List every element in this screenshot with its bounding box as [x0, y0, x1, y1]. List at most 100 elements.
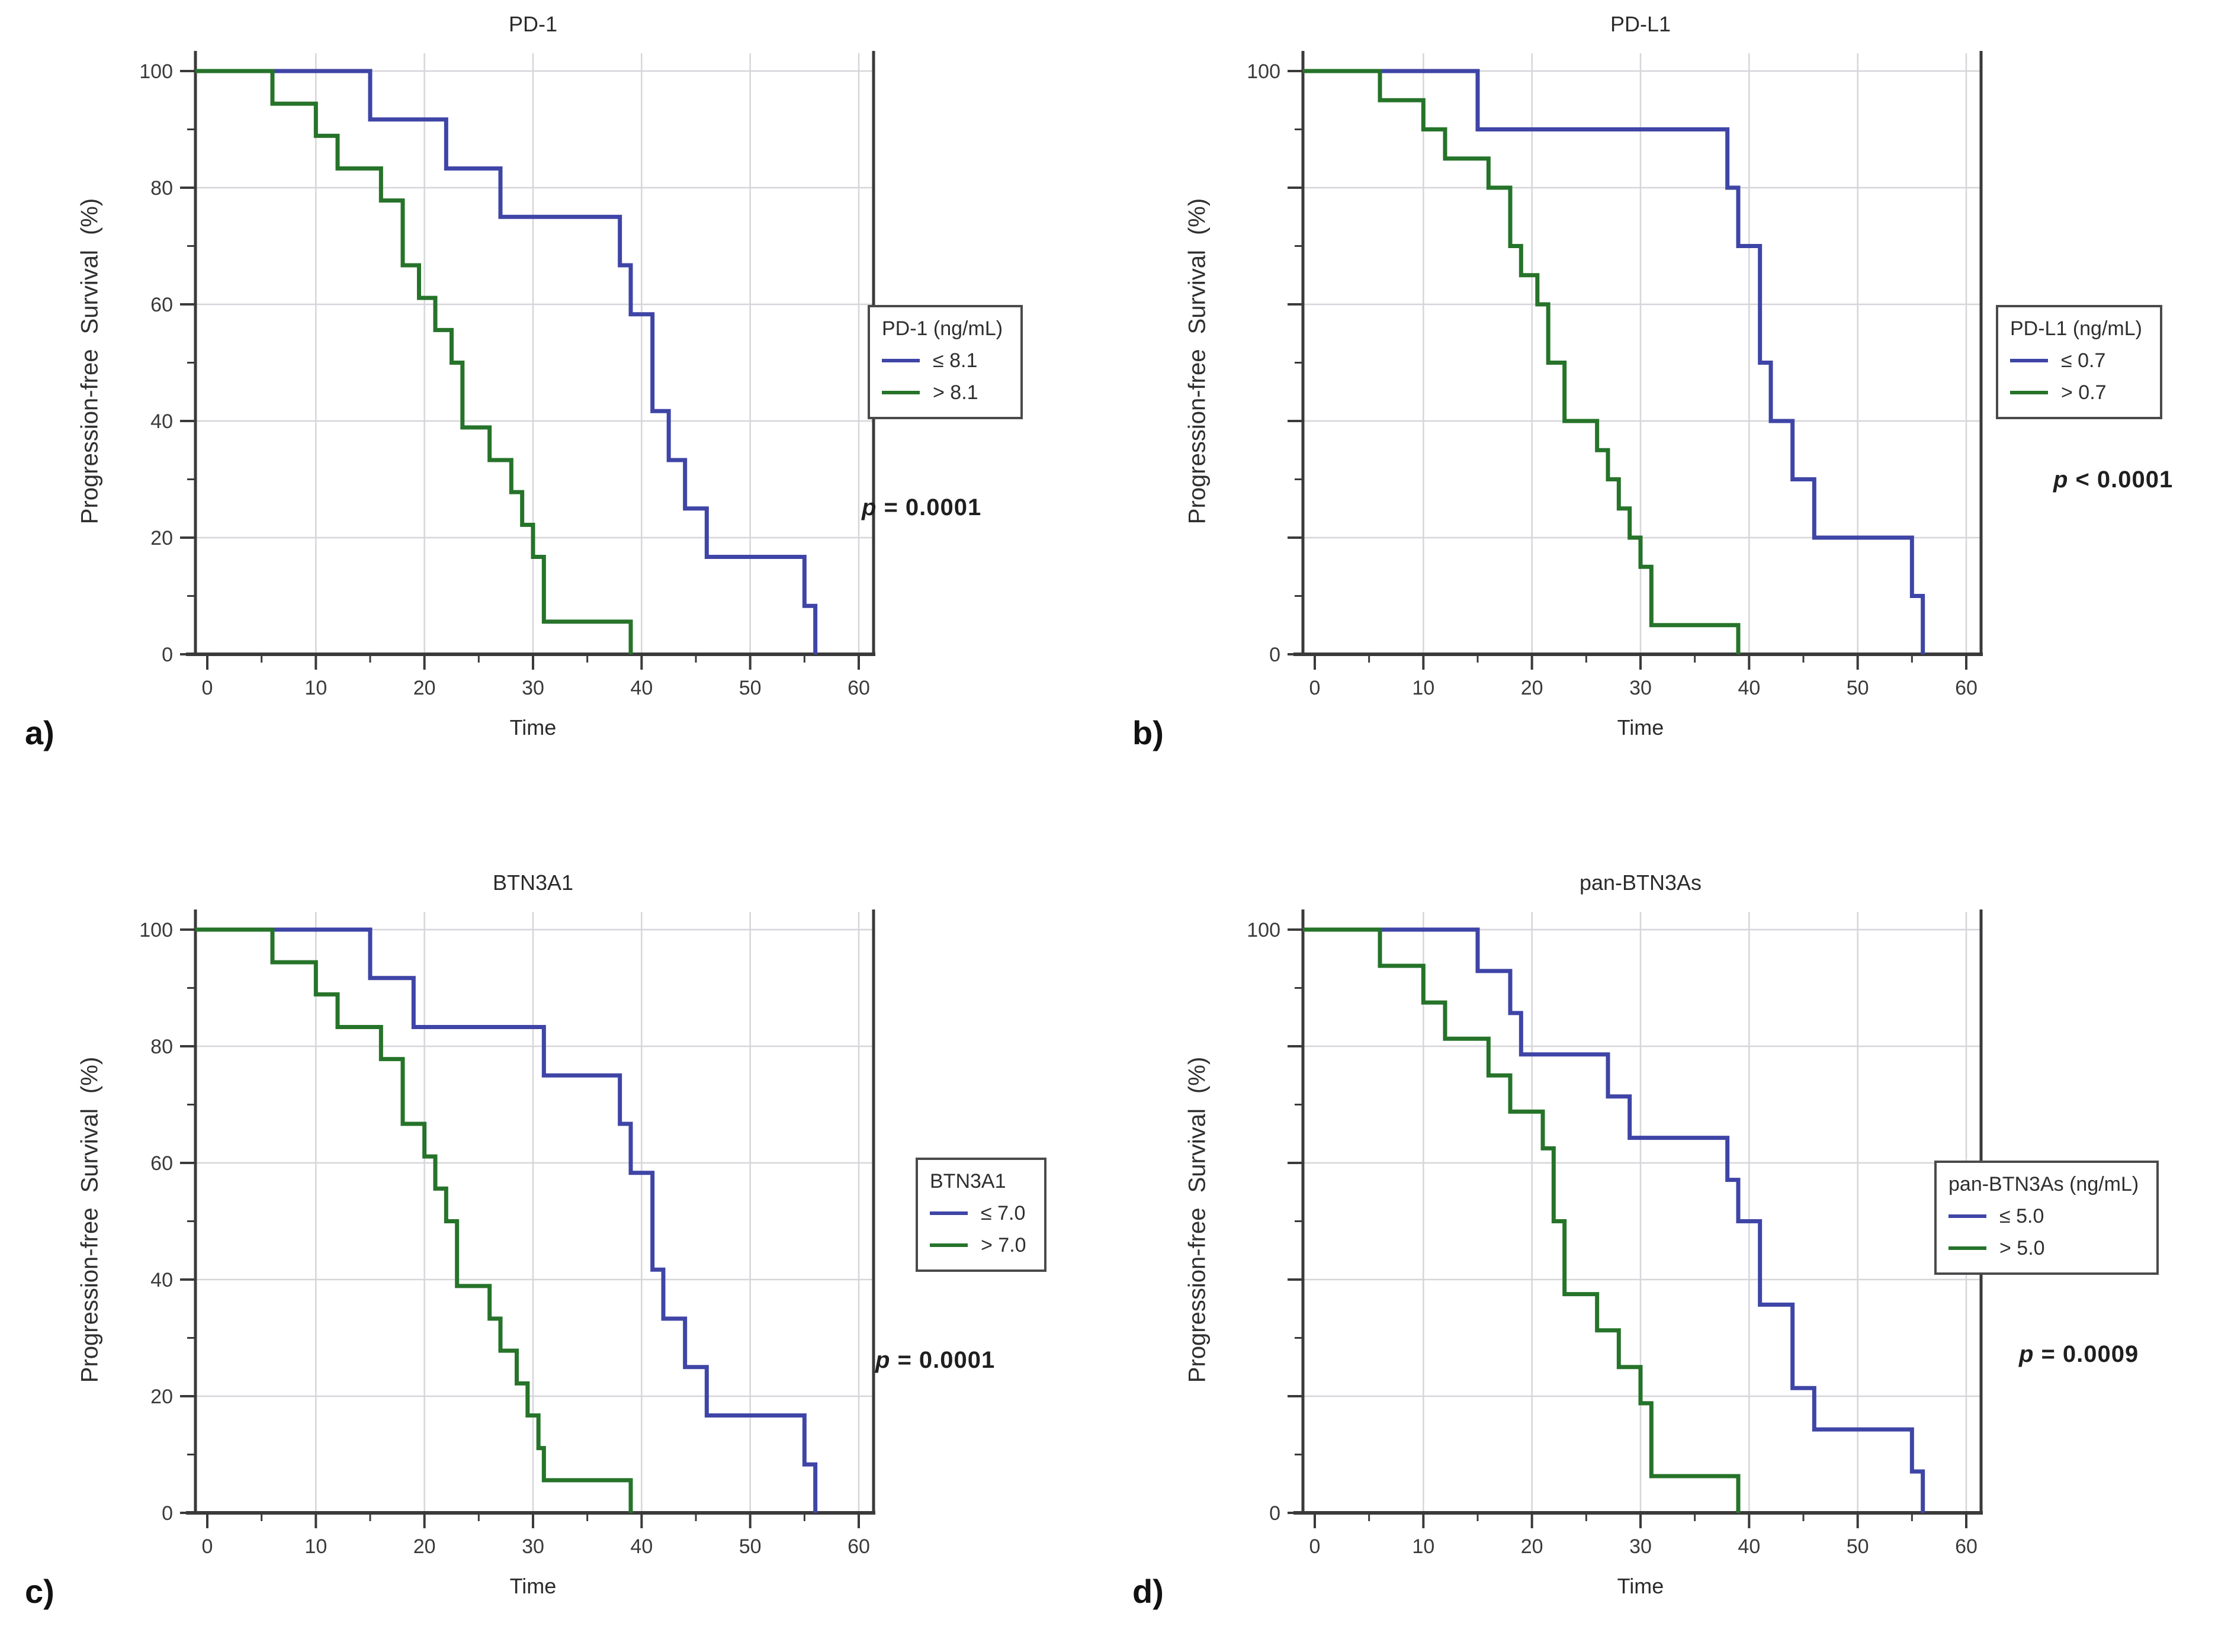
y-tick-label: 100 [1247, 60, 1280, 83]
legend-item: ≤ 8.1 [882, 348, 1003, 374]
x-tick-label: 40 [1738, 1535, 1760, 1558]
gridlines [195, 53, 874, 654]
legend-item-label: > 7.0 [981, 1234, 1026, 1257]
x-tick-label: 50 [739, 1535, 762, 1558]
green-line-swatch [1948, 1246, 1986, 1251]
x-tick-label: 60 [1955, 1535, 1978, 1558]
tick-labels: 100 80 60 40 20 0 0 10 20 30 40 50 60 [139, 60, 870, 699]
y-tick-label: 40 [150, 410, 173, 433]
x-tick-label: 40 [630, 1535, 653, 1558]
legend-title: PD-1 (ng/mL) [882, 317, 1003, 340]
legend-item-label: ≤ 7.0 [981, 1202, 1026, 1225]
blue-line-swatch [882, 359, 920, 363]
p-value-text: = 0.0009 [2041, 1341, 2139, 1367]
y-tick-label: 0 [162, 1502, 173, 1525]
x-tick-label: 50 [739, 677, 762, 699]
legend-box: BTN3A1 ≤ 7.0 > 7.0 [916, 1158, 1046, 1272]
p-value-text: < 0.0001 [2075, 467, 2174, 493]
x-tick-label: 30 [522, 677, 544, 699]
x-tick-label: 0 [202, 1535, 213, 1558]
x-tick-label: 10 [304, 1535, 327, 1558]
km-plot: 100 0 0 10 20 30 40 50 60 [1247, 51, 1983, 699]
panel-letter: b) [1132, 714, 1164, 751]
x-tick-label: 20 [413, 1535, 436, 1558]
p-value: p = 0.0001 [862, 494, 981, 521]
legend-box: pan-BTN3As (ng/mL) ≤ 5.0 > 5.0 [1934, 1161, 2159, 1275]
x-axis-label: Time [509, 1574, 557, 1598]
green-survival-curve [195, 927, 633, 1513]
p-symbol: p [2053, 467, 2069, 493]
legend-item-label: > 0.7 [2061, 381, 2107, 404]
km-panel-b: PD-L1 Progression-free Survival (%) 100 0… [1108, 6, 2215, 793]
km-plot: 100 0 0 10 20 30 40 50 60 [1247, 909, 1983, 1558]
p-symbol: p [862, 494, 877, 520]
axis-ticks [1288, 928, 1967, 1528]
chart-title: pan-BTN3As [1579, 870, 1702, 895]
x-tick-label: 20 [1521, 677, 1543, 699]
x-tick-label: 20 [413, 677, 436, 699]
legend-box: PD-1 (ng/mL) ≤ 8.1 > 8.1 [868, 305, 1023, 419]
legend-title: pan-BTN3As (ng/mL) [1948, 1173, 2139, 1195]
axis-spines [186, 909, 875, 1515]
gridlines [1303, 912, 1981, 1513]
legend-item: > 0.7 [2010, 380, 2142, 406]
green-survival-curve [195, 69, 633, 654]
legend-item: > 8.1 [882, 380, 1003, 406]
survival-curves [195, 69, 818, 654]
blue-line-swatch [1948, 1214, 1986, 1219]
axis-ticks [180, 928, 860, 1528]
p-value-text: = 0.0001 [897, 1347, 996, 1373]
p-value: p = 0.0001 [875, 1347, 995, 1374]
axis-spines [1293, 51, 1983, 656]
km-panel-c: BTN3A1 Progression-free Survival (%) 100… [0, 864, 1108, 1652]
legend-item: > 7.0 [930, 1232, 1026, 1258]
y-tick-label: 60 [150, 294, 173, 316]
legend-title: PD-L1 (ng/mL) [2010, 317, 2142, 340]
x-tick-label: 20 [1521, 1535, 1543, 1558]
y-tick-label: 100 [139, 60, 173, 83]
blue-survival-curve [1303, 69, 1925, 654]
blue-line-swatch [930, 1211, 968, 1216]
x-axis-label: Time [1617, 715, 1664, 740]
legend-item: ≤ 7.0 [930, 1200, 1026, 1226]
x-tick-label: 0 [1309, 1535, 1321, 1558]
x-axis-label: Time [509, 715, 557, 740]
survival-curves [195, 927, 818, 1513]
panel-letter: a) [25, 714, 54, 751]
blue-survival-curve [195, 927, 818, 1513]
y-tick-label: 0 [162, 644, 173, 666]
p-value-text: = 0.0001 [884, 494, 982, 520]
y-tick-label: 100 [1247, 919, 1280, 941]
green-survival-curve [1303, 69, 1741, 654]
legend-item-label: ≤ 8.1 [933, 349, 978, 372]
tick-labels: 100 80 60 40 20 0 0 10 20 30 40 50 60 [139, 919, 870, 1558]
x-tick-label: 10 [1412, 677, 1434, 699]
legend-box: PD-L1 (ng/mL) ≤ 0.7 > 0.7 [1996, 305, 2162, 419]
y-tick-label: 0 [1269, 1502, 1280, 1525]
chart-title: BTN3A1 [492, 870, 574, 895]
x-tick-label: 10 [304, 677, 327, 699]
axis-spines [186, 51, 875, 656]
legend-item-label: > 8.1 [933, 381, 978, 404]
x-tick-label: 30 [522, 1535, 544, 1558]
axis-ticks [180, 70, 860, 670]
legend-item: > 5.0 [1948, 1235, 2139, 1261]
x-tick-label: 50 [1847, 1535, 1869, 1558]
y-tick-label: 0 [1269, 644, 1280, 666]
blue-survival-curve [195, 69, 818, 654]
x-tick-label: 60 [848, 677, 870, 699]
survival-curves [1303, 927, 1925, 1513]
x-tick-label: 60 [848, 1535, 870, 1558]
chart-title: PD-L1 [1610, 12, 1671, 36]
panel-letter: c) [25, 1573, 54, 1610]
legend-title: BTN3A1 [930, 1170, 1006, 1193]
x-tick-label: 60 [1955, 677, 1978, 699]
y-tick-label: 20 [150, 1386, 173, 1408]
legend-item-label: ≤ 5.0 [1999, 1205, 2044, 1228]
legend-item-label: > 5.0 [1999, 1237, 2045, 1260]
x-tick-label: 40 [1738, 677, 1760, 699]
blue-line-swatch [2010, 359, 2048, 363]
gridlines [195, 912, 874, 1513]
x-tick-label: 50 [1847, 677, 1869, 699]
y-tick-label: 80 [150, 177, 173, 200]
